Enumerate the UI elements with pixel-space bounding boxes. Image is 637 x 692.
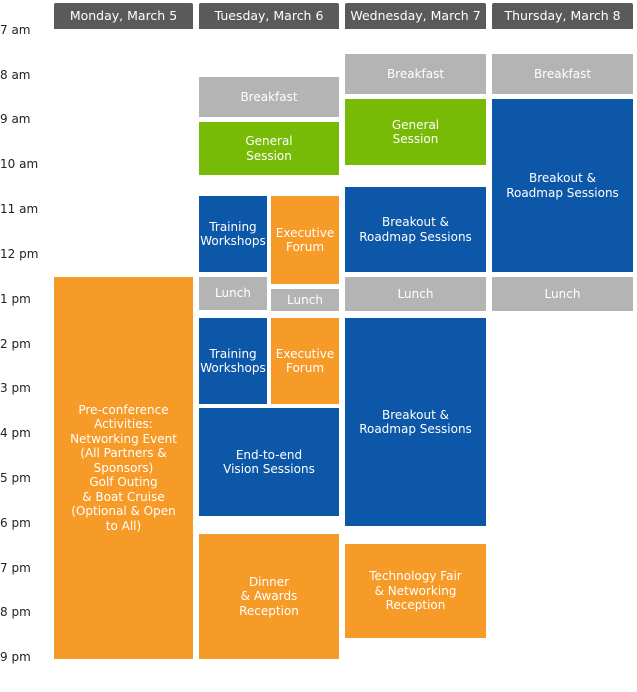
time-label-9pm: 9 pm [0, 650, 31, 664]
thursday-breakfast-text: Breakfast [533, 66, 592, 81]
tuesday-dinner-text: Dinner & Awards Reception [239, 574, 299, 618]
tuesday-general-session-block: General Session [199, 122, 339, 175]
thursday-lunch-block: Lunch [492, 277, 633, 311]
time-label-6pm: 6 pm [0, 516, 31, 530]
time-label-4pm: 4 pm [0, 426, 31, 440]
tuesday-end-to-end-block: End-to-end Vision Sessions [199, 408, 339, 516]
time-label-11am: 11 am [0, 202, 39, 216]
thursday-breakfast-block: Breakfast [492, 54, 633, 94]
tuesday-breakfast-block: Breakfast [199, 77, 339, 117]
thursday-lunch-text: Lunch [544, 286, 581, 301]
wednesday-lunch-block: Lunch [345, 277, 486, 311]
tuesday-training-pm-text: Training Workshops [200, 346, 266, 376]
wednesday-breakfast-block: Breakfast [345, 54, 486, 94]
time-label-3pm: 3 pm [0, 381, 31, 395]
day-header-wednesday: Wednesday, March 7 [345, 3, 486, 29]
time-label-10am: 10 am [0, 157, 39, 171]
tuesday-executive-pm-text: Executive Forum [275, 346, 335, 376]
time-label-2pm: 2 pm [0, 337, 31, 351]
tuesday-executive-pm-block: Executive Forum [271, 318, 339, 404]
tuesday-training-pm-block: Training Workshops [199, 318, 267, 404]
wednesday-techfair-block: Technology Fair & Networking Reception [345, 544, 486, 638]
tuesday-lunch-b-block: Lunch [271, 289, 339, 311]
tuesday-end-to-end-text: End-to-end Vision Sessions [223, 447, 315, 477]
tuesday-lunch-b-text: Lunch [287, 292, 323, 307]
monday-preconference-block: Pre-conference Activities: Networking Ev… [54, 277, 193, 659]
day-header-monday: Monday, March 5 [54, 3, 193, 29]
tuesday-lunch-a-text: Lunch [215, 286, 251, 301]
monday-preconference-text: Pre-conference Activities: Networking Ev… [70, 402, 177, 533]
tuesday-training-am-block: Training Workshops [199, 196, 267, 272]
wednesday-techfair-text: Technology Fair & Networking Reception [369, 569, 462, 613]
thursday-breakout-block: Breakout & Roadmap Sessions [492, 99, 633, 272]
time-label-8pm: 8 pm [0, 605, 31, 619]
time-label-5pm: 5 pm [0, 471, 31, 485]
tuesday-lunch-a-block: Lunch [199, 277, 267, 310]
thursday-breakout-text: Breakout & Roadmap Sessions [506, 171, 619, 200]
wednesday-general-session-text: General Session [391, 117, 440, 147]
wednesday-breakfast-text: Breakfast [386, 66, 445, 81]
wednesday-breakout-pm-text: Breakout & Roadmap Sessions [359, 407, 472, 437]
tuesday-executive-am-block: Executive Forum [271, 196, 339, 284]
wednesday-breakout-am-text: Breakout & Roadmap Sessions [359, 215, 472, 244]
wednesday-general-session-block: General Session [345, 99, 486, 165]
tuesday-dinner-block: Dinner & Awards Reception [199, 534, 339, 659]
tuesday-breakfast-text: Breakfast [240, 89, 298, 104]
wednesday-breakout-am-block: Breakout & Roadmap Sessions [345, 187, 486, 272]
day-header-thursday: Thursday, March 8 [492, 3, 633, 29]
time-label-8am: 8 am [0, 68, 31, 82]
tuesday-executive-am-text: Executive Forum [275, 225, 335, 255]
tuesday-training-am-text: Training Workshops [200, 219, 266, 249]
time-label-1pm: 1 pm [0, 292, 31, 306]
wednesday-breakout-pm-block: Breakout & Roadmap Sessions [345, 318, 486, 526]
day-header-tuesday: Tuesday, March 6 [199, 3, 339, 29]
time-label-12pm: 12 pm [0, 247, 39, 261]
wednesday-lunch-text: Lunch [397, 286, 434, 301]
time-label-9am: 9 am [0, 112, 31, 126]
time-label-7am: 7 am [0, 23, 31, 37]
time-label-7pm: 7 pm [0, 561, 31, 575]
tuesday-general-session-text: General Session [245, 134, 293, 163]
